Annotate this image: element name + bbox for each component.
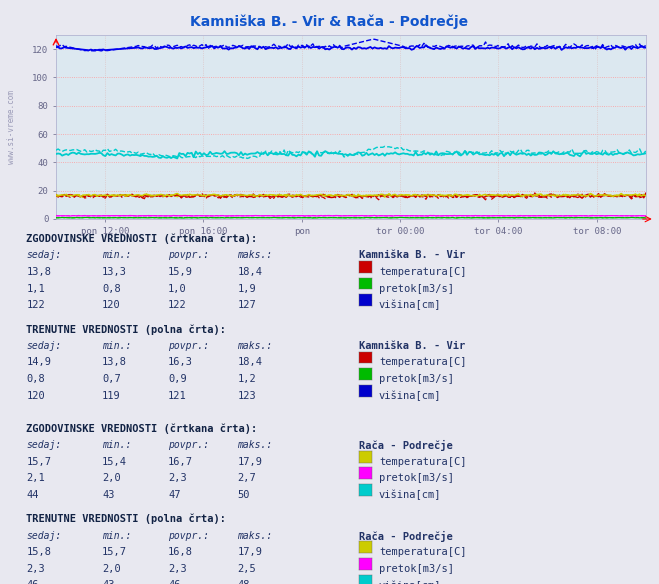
Text: povpr.:: povpr.: (168, 440, 209, 450)
Text: višina[cm]: višina[cm] (379, 490, 442, 500)
Text: min.:: min.: (102, 530, 132, 541)
Text: temperatura[C]: temperatura[C] (379, 547, 467, 557)
Text: 48: 48 (237, 580, 250, 584)
Text: 2,1: 2,1 (26, 473, 45, 484)
Text: 2,5: 2,5 (237, 564, 256, 574)
Text: višina[cm]: višina[cm] (379, 300, 442, 311)
Text: 16,8: 16,8 (168, 547, 193, 557)
Text: maks.:: maks.: (237, 440, 272, 450)
Text: temperatura[C]: temperatura[C] (379, 267, 467, 277)
Text: povpr.:: povpr.: (168, 530, 209, 541)
Text: 1,9: 1,9 (237, 284, 256, 294)
Text: www.si-vreme.com: www.si-vreme.com (7, 90, 16, 164)
Text: 2,0: 2,0 (102, 473, 121, 484)
Text: sedaj:: sedaj: (26, 440, 61, 450)
Text: 0,7: 0,7 (102, 374, 121, 384)
Text: maks.:: maks.: (237, 250, 272, 260)
Text: 2,7: 2,7 (237, 473, 256, 484)
Text: temperatura[C]: temperatura[C] (379, 357, 467, 367)
Text: min.:: min.: (102, 250, 132, 260)
Text: Kamniška B. - Vir & Rača - Podrečje: Kamniška B. - Vir & Rača - Podrečje (190, 15, 469, 29)
Text: sedaj:: sedaj: (26, 341, 61, 351)
Text: Rača - Podrečje: Rača - Podrečje (359, 530, 453, 541)
Text: 122: 122 (168, 300, 186, 310)
Text: 16,3: 16,3 (168, 357, 193, 367)
Text: 16,7: 16,7 (168, 457, 193, 467)
Text: 0,8: 0,8 (102, 284, 121, 294)
Text: pretok[m3/s]: pretok[m3/s] (379, 284, 454, 294)
Text: 0,8: 0,8 (26, 374, 45, 384)
Text: višina[cm]: višina[cm] (379, 580, 442, 584)
Text: 15,8: 15,8 (26, 547, 51, 557)
Text: 18,4: 18,4 (237, 357, 262, 367)
Text: 1,0: 1,0 (168, 284, 186, 294)
Text: 0,9: 0,9 (168, 374, 186, 384)
Text: 2,3: 2,3 (26, 564, 45, 574)
Text: Kamniška B. - Vir: Kamniška B. - Vir (359, 250, 465, 260)
Text: 2,3: 2,3 (168, 473, 186, 484)
Text: ZGODOVINSKE VREDNOSTI (črtkana črta):: ZGODOVINSKE VREDNOSTI (črtkana črta): (26, 423, 258, 434)
Text: 127: 127 (237, 300, 256, 310)
Text: 47: 47 (168, 490, 181, 500)
Text: pretok[m3/s]: pretok[m3/s] (379, 564, 454, 574)
Text: 2,3: 2,3 (168, 564, 186, 574)
Text: sedaj:: sedaj: (26, 250, 61, 260)
Text: 46: 46 (168, 580, 181, 584)
Text: 15,9: 15,9 (168, 267, 193, 277)
Text: 119: 119 (102, 391, 121, 401)
Text: 15,4: 15,4 (102, 457, 127, 467)
Text: pretok[m3/s]: pretok[m3/s] (379, 374, 454, 384)
Text: 17,9: 17,9 (237, 457, 262, 467)
Text: sedaj:: sedaj: (26, 530, 61, 541)
Text: 50: 50 (237, 490, 250, 500)
Text: povpr.:: povpr.: (168, 250, 209, 260)
Text: 121: 121 (168, 391, 186, 401)
Text: 122: 122 (26, 300, 45, 310)
Text: 1,1: 1,1 (26, 284, 45, 294)
Text: 13,8: 13,8 (102, 357, 127, 367)
Text: višina[cm]: višina[cm] (379, 391, 442, 401)
Text: TRENUTNE VREDNOSTI (polna črta):: TRENUTNE VREDNOSTI (polna črta): (26, 514, 226, 524)
Text: Kamniška B. - Vir: Kamniška B. - Vir (359, 341, 465, 351)
Text: 15,7: 15,7 (26, 457, 51, 467)
Text: min.:: min.: (102, 341, 132, 351)
Text: povpr.:: povpr.: (168, 341, 209, 351)
Text: 123: 123 (237, 391, 256, 401)
Text: 18,4: 18,4 (237, 267, 262, 277)
Text: Rača - Podrečje: Rača - Podrečje (359, 440, 453, 451)
Text: 15,7: 15,7 (102, 547, 127, 557)
Text: 46: 46 (26, 580, 39, 584)
Text: pretok[m3/s]: pretok[m3/s] (379, 473, 454, 484)
Text: temperatura[C]: temperatura[C] (379, 457, 467, 467)
Text: 13,3: 13,3 (102, 267, 127, 277)
Text: 120: 120 (102, 300, 121, 310)
Text: min.:: min.: (102, 440, 132, 450)
Text: 2,0: 2,0 (102, 564, 121, 574)
Text: 44: 44 (26, 490, 39, 500)
Text: 120: 120 (26, 391, 45, 401)
Text: TRENUTNE VREDNOSTI (polna črta):: TRENUTNE VREDNOSTI (polna črta): (26, 324, 226, 335)
Text: 43: 43 (102, 490, 115, 500)
Text: 1,2: 1,2 (237, 374, 256, 384)
Text: 14,9: 14,9 (26, 357, 51, 367)
Text: 13,8: 13,8 (26, 267, 51, 277)
Text: ZGODOVINSKE VREDNOSTI (črtkana črta):: ZGODOVINSKE VREDNOSTI (črtkana črta): (26, 234, 258, 244)
Text: maks.:: maks.: (237, 341, 272, 351)
Text: maks.:: maks.: (237, 530, 272, 541)
Text: 43: 43 (102, 580, 115, 584)
Text: 17,9: 17,9 (237, 547, 262, 557)
